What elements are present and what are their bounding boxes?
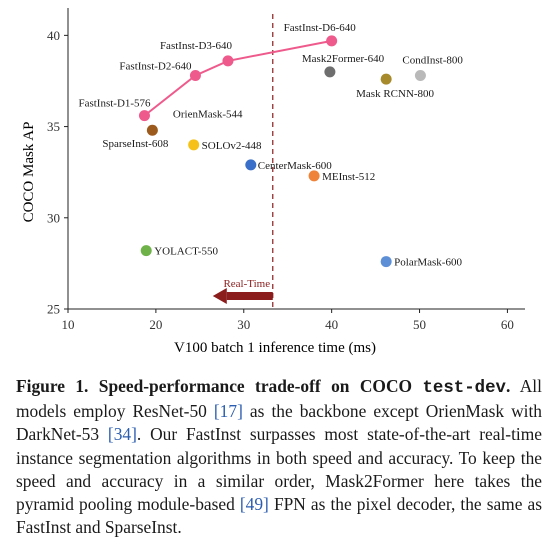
point-label-yolact-550: YOLACT-550 [154,246,218,258]
x-tick-label-50: 50 [413,317,426,332]
caption-text-1: All models employ ResNet-50 [16,376,542,422]
y-tick-label-25: 25 [47,302,60,317]
point-fastinst-d6-640 [326,35,338,47]
y-axis-label: COCO Mask AP [21,122,37,223]
point-mask-rcnn-800 [380,73,392,85]
y-tick-label-35: 35 [47,119,60,134]
caption-text-2: as the backbone except OrienMask with Da… [16,401,542,445]
y-tick-label-30: 30 [47,210,60,225]
series-line-fastinst [143,39,332,117]
figure-caption: Figure 1. Speed-performance trade-off on… [16,375,542,539]
caption-text-4: FPN as the pixel decoder, the same as Fa… [16,494,542,538]
caption-title: Speed-performance trade-off on COCO [98,376,413,396]
x-tick-label-30: 30 [237,317,250,332]
point-label-fastinst-d1-576: FastInst-D1-576 [78,98,151,110]
caption-title-code: test-dev [422,379,506,398]
point-fastinst-d2-640 [189,69,201,81]
point-condinst-800 [414,69,426,81]
caption-ref-17[interactable]: [17] [213,401,243,422]
marks: Real-Time FastInst-D1-576 FastInst-D2-640 F… [78,14,463,309]
point-label-sparseinst-608: SparseInst-608 [102,138,168,150]
point-label-mask-rcnn-800: Mask RCNN-800 [356,88,434,100]
x-tick-label-10: 10 [62,317,75,332]
point-centermask-600 [245,159,257,171]
point-fastinst-d1-576 [138,110,150,122]
x-tick-label-20: 20 [149,317,162,332]
caption-title-end: . [505,376,511,396]
y-tick-label-40: 40 [47,28,60,43]
point-label-condinst-800: CondInst-800 [402,54,463,66]
point-fastinst-d3-640 [222,55,234,67]
realtime-label: Real-Time [223,278,270,290]
axes: 10 20 30 40 50 60 25 30 35 40 [47,8,525,332]
point-meinst-512 [308,170,320,182]
realtime-arrow-head [212,288,227,304]
point-yolact-550 [140,245,152,257]
point-mask2former-640 [324,66,336,78]
x-tick-label-60: 60 [501,317,514,332]
point-label-centermask-600: CenterMask-600 [258,160,332,172]
x-tick-label-40: 40 [325,317,338,332]
point-sparseinst-608 [146,124,158,136]
realtime-arrow-shaft [226,292,273,300]
x-axis-label: V100 batch 1 inference time (ms) [174,340,376,356]
point-polarmask-600 [380,256,392,268]
point-label-fastinst-d2-640: FastInst-D2-640 [119,60,192,72]
caption-ref-49[interactable]: [49] [239,494,269,515]
point-solov2-448 [188,139,200,151]
caption-ref-34[interactable]: [34] [107,424,137,445]
point-label-fastinst-d3-640: FastInst-D3-640 [160,40,233,52]
point-label-solov2-448: SOLOv2-448 [202,140,262,152]
label-orienmask-544: OrienMask-544 [173,108,243,120]
caption-figure-label: Figure 1. [16,376,89,396]
caption-text-3: . Our FastInst surpasses most state-of-t… [16,424,542,515]
point-label-fastinst-d6-640: FastInst-D6-640 [284,22,357,34]
point-label-mask2former-640: Mask2Former-640 [302,53,385,65]
speed-accuracy-chart: 10 20 30 40 50 60 25 30 35 40 Real-Time FastInst-D… [21,8,525,356]
point-label-meinst-512: MEInst-512 [322,171,375,183]
point-label-polarmask-600: PolarMask-600 [394,257,462,269]
